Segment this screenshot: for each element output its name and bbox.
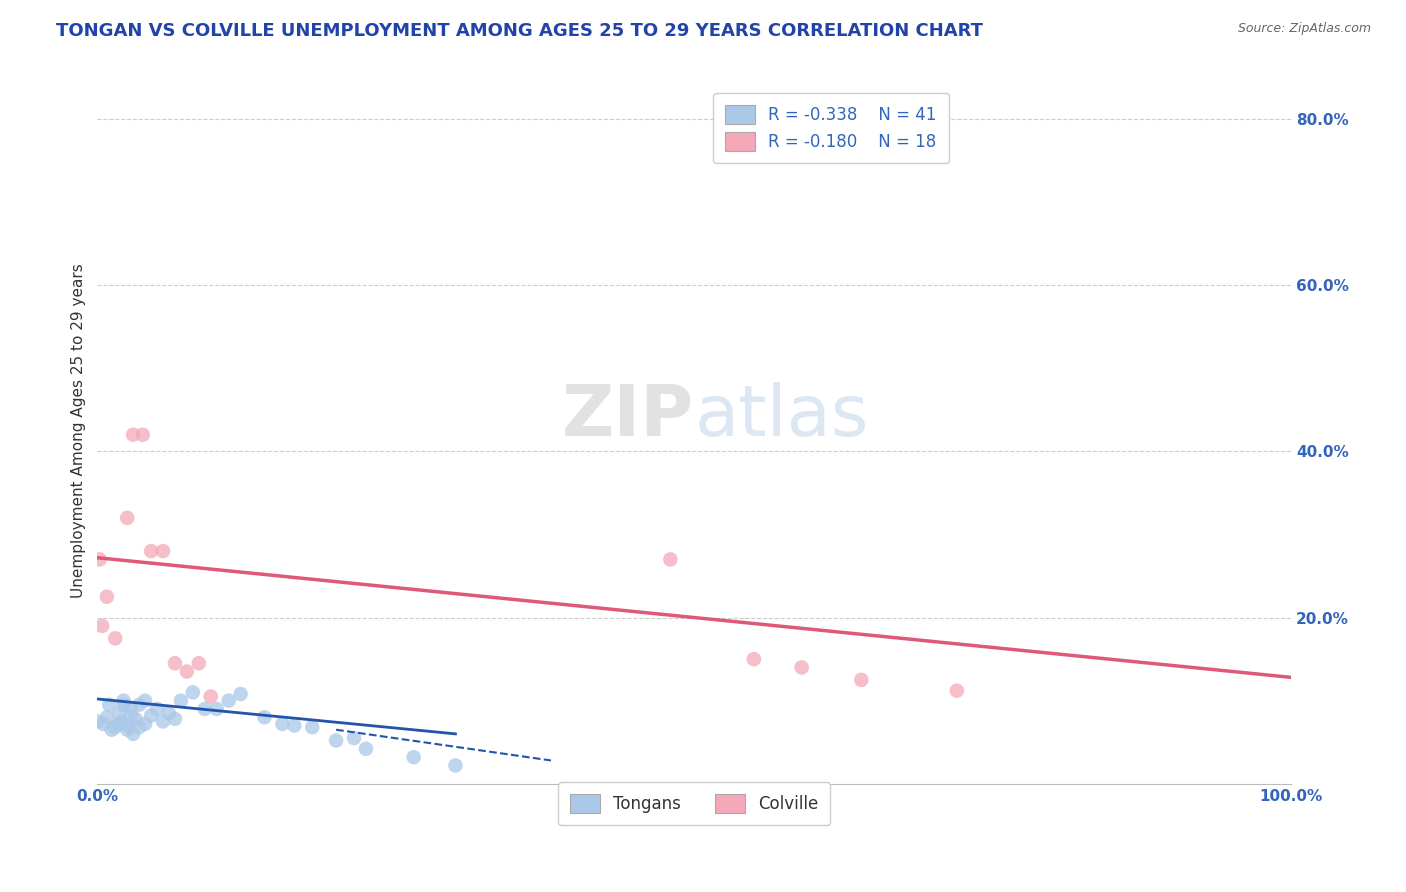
Point: [444, 758, 467, 772]
Point: [128, 720, 150, 734]
Point: [132, 427, 155, 442]
Point: [91, 717, 114, 731]
Legend: Tongans, Colville: Tongans, Colville: [558, 782, 830, 825]
Point: [152, 544, 174, 558]
Point: [112, 698, 135, 712]
Point: [402, 750, 425, 764]
Point: [790, 660, 813, 674]
Point: [301, 720, 323, 734]
Point: [91, 619, 114, 633]
Point: [86, 714, 108, 729]
Point: [139, 708, 162, 723]
Point: [108, 706, 131, 720]
Point: [134, 717, 156, 731]
Point: [152, 714, 174, 729]
Point: [146, 702, 169, 716]
Text: atlas: atlas: [695, 382, 869, 451]
Point: [122, 427, 145, 442]
Point: [176, 665, 198, 679]
Point: [851, 673, 873, 687]
Point: [946, 683, 969, 698]
Point: [98, 698, 121, 712]
Point: [205, 702, 228, 716]
Point: [110, 714, 132, 729]
Point: [253, 710, 276, 724]
Point: [200, 690, 222, 704]
Y-axis label: Unemployment Among Ages 25 to 29 years: Unemployment Among Ages 25 to 29 years: [72, 263, 86, 598]
Point: [229, 687, 252, 701]
Point: [89, 552, 111, 566]
Text: ZIP: ZIP: [562, 382, 695, 451]
Point: [134, 693, 156, 707]
Point: [194, 702, 217, 716]
Point: [283, 718, 305, 732]
Point: [115, 718, 138, 732]
Point: [170, 693, 193, 707]
Point: [115, 511, 138, 525]
Point: [325, 733, 347, 747]
Point: [104, 720, 127, 734]
Point: [124, 712, 146, 726]
Point: [354, 742, 377, 756]
Point: [163, 712, 186, 726]
Point: [104, 632, 127, 646]
Point: [742, 652, 765, 666]
Point: [122, 727, 145, 741]
Point: [100, 723, 122, 737]
Point: [157, 706, 180, 720]
Text: TONGAN VS COLVILLE UNEMPLOYMENT AMONG AGES 25 TO 29 YEARS CORRELATION CHART: TONGAN VS COLVILLE UNEMPLOYMENT AMONG AG…: [56, 22, 983, 40]
Text: Source: ZipAtlas.com: Source: ZipAtlas.com: [1237, 22, 1371, 36]
Point: [108, 717, 131, 731]
Point: [120, 708, 142, 723]
Point: [112, 693, 135, 707]
Point: [659, 552, 682, 566]
Point: [187, 657, 209, 671]
Point: [218, 693, 240, 707]
Point: [343, 731, 366, 745]
Point: [120, 702, 142, 716]
Point: [115, 723, 138, 737]
Point: [128, 698, 150, 712]
Point: [181, 685, 204, 699]
Point: [96, 710, 118, 724]
Point: [271, 717, 294, 731]
Point: [139, 544, 162, 558]
Point: [163, 657, 186, 671]
Point: [96, 590, 118, 604]
